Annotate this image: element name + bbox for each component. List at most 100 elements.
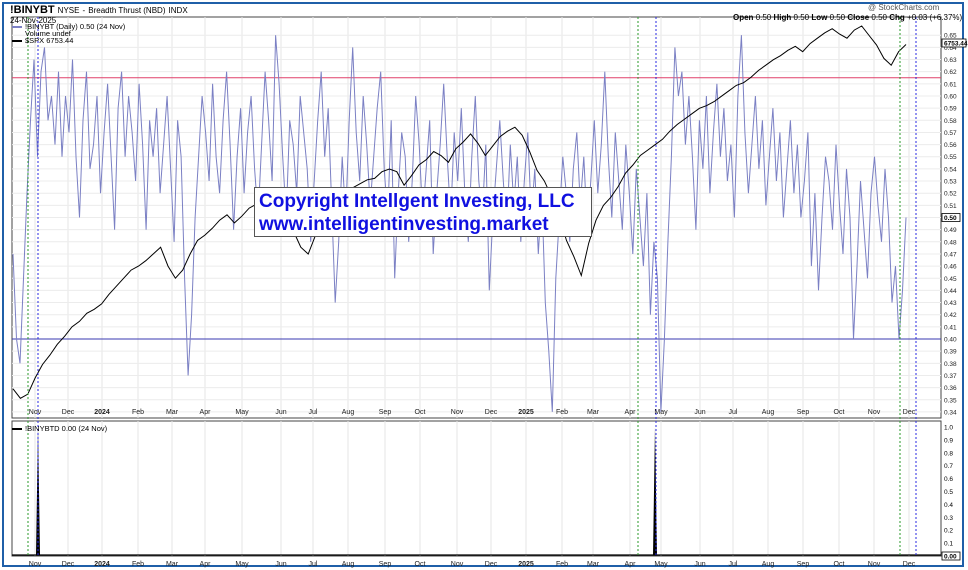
chart-title: !BINYBT NYSE - Breadth Thrust (NBD) INDX	[10, 4, 188, 16]
grid-lines	[12, 17, 941, 556]
y-tick-label: 0.47	[944, 251, 957, 258]
lower-legend-label: !BINYBTD 0.00 (24 Nov)	[25, 424, 108, 433]
x-tick-label: Jun	[694, 409, 705, 416]
high-label: High	[773, 13, 792, 22]
x-tick-label-lower: Sep	[379, 561, 392, 568]
x-tick-label: Apr	[200, 409, 212, 416]
x-tick-label-lower: Aug	[342, 561, 355, 568]
y-tick-label: 0.63	[944, 57, 957, 64]
y-tick-label: 0.38	[944, 361, 957, 368]
breadth-last-value: 0.50	[944, 215, 957, 222]
x-tick-label-lower: Jul	[729, 561, 738, 568]
y-tick-label: 0.41	[944, 324, 957, 331]
lower-y-tick-label: 0.00	[944, 554, 957, 561]
open-label: Open	[733, 13, 754, 22]
lower-y-tick-label: 0.8	[944, 450, 953, 457]
lower-y-tick-label: 0.4	[944, 502, 953, 509]
chart-exchange: NYSE	[57, 6, 80, 15]
y-tick-label: 0.36	[944, 385, 957, 392]
y-tick-label: 0.43	[944, 300, 957, 307]
y-tick-label: 0.42	[944, 312, 957, 319]
lower-y-tick-label: 0.7	[944, 463, 953, 470]
x-tick-label-lower: Sep	[797, 561, 810, 568]
tick-layer: Nov Nov Dec Dec 2024 2024 Feb Feb Mar Mar Apr Apr Ma…	[29, 33, 968, 568]
low-label: Low	[811, 13, 828, 22]
x-tick-label-lower: Aug	[762, 561, 775, 568]
chart-description: Breadth Thrust (NBD)	[88, 6, 166, 15]
legend-label-spx: $SPX 6753.44	[25, 36, 74, 45]
lower-legend-swatch	[12, 427, 22, 430]
x-tick-label-lower: Oct	[834, 561, 845, 568]
x-tick-label: May	[654, 409, 668, 416]
y-tick-label: 0.64	[944, 45, 957, 52]
legend-label-breadth: !BINYBT (Daily) 0.50 (24 Nov)	[25, 22, 126, 31]
x-tick-label: Nov	[868, 409, 881, 416]
close-value: 0.50	[871, 13, 887, 22]
y-tick-label: 0.53	[944, 179, 957, 186]
y-tick-label: 0.54	[944, 166, 957, 173]
chart-symbol: !BINYBT	[10, 4, 55, 16]
x-tick-label: Mar	[166, 409, 179, 416]
chg-label: Chg	[889, 13, 905, 22]
x-tick-label: Jul	[309, 409, 318, 416]
lower-last-value-box	[941, 551, 961, 561]
legend-label-volume: Volume undef	[25, 29, 71, 38]
y-tick-label: 0.37	[944, 373, 957, 380]
legend-series-breadth: !BINYBT (Daily) 0.50 (24 Nov)	[12, 22, 125, 31]
x-tick-label-lower: 2024	[94, 561, 110, 568]
x-tick-label: Jun	[275, 409, 286, 416]
x-tick-label: Nov	[451, 409, 464, 416]
lower-y-tick-label: 1.0	[944, 425, 953, 432]
x-tick-label-lower: Jun	[694, 561, 705, 568]
watermark-line-2: www.intelligentinvesting.market	[259, 214, 549, 235]
x-tick-label: May	[235, 409, 249, 416]
legend-swatch-spx	[12, 39, 22, 42]
open-value: 0.50	[755, 13, 772, 22]
lower-y-tick-label: 0.3	[944, 515, 953, 522]
y-tick-label: 0.65	[944, 33, 957, 40]
y-tick-label: 0.45	[944, 276, 957, 283]
series-layer	[12, 25, 941, 556]
x-tick-label-lower: Apr	[625, 561, 637, 568]
x-tick-label: Dec	[903, 409, 916, 416]
lower-y-tick-label: 0.9	[944, 437, 953, 444]
y-tick-label: 0.46	[944, 264, 957, 271]
y-tick-label: 0.52	[944, 191, 957, 198]
y-tick-label: 0.59	[944, 106, 957, 113]
close-label: Close	[847, 13, 870, 22]
x-tick-label: 2024	[94, 409, 110, 416]
x-tick-label: Apr	[625, 409, 637, 416]
chart-market: INDX	[168, 6, 188, 15]
y-tick-label: 0.48	[944, 239, 957, 246]
x-tick-label: Aug	[762, 409, 775, 416]
y-tick-label: 0.35	[944, 397, 957, 404]
y-tick-label: 0.55	[944, 154, 957, 161]
y-tick-label: 0.60	[944, 93, 957, 100]
x-tick-label-lower: Nov	[868, 561, 881, 568]
high-value: 0.50	[793, 13, 810, 22]
x-tick-label-lower: Nov	[451, 561, 464, 568]
y-tick-label: 0.57	[944, 130, 957, 137]
y-tick-label: 0.51	[944, 203, 957, 210]
x-tick-label: Sep	[797, 409, 810, 416]
y-tick-label: 0.62	[944, 69, 957, 76]
lower-legend: !BINYBTD 0.00 (24 Nov)	[12, 424, 107, 433]
x-tick-label: Mar	[587, 409, 600, 416]
x-tick-label: Oct	[834, 409, 845, 416]
y-tick-label: 0.39	[944, 349, 957, 356]
x-tick-label-lower: Jun	[275, 561, 286, 568]
x-tick-label-lower: 2025	[518, 561, 534, 568]
lower-y-tick-label: 0.5	[944, 489, 953, 496]
legend-series-spx: $SPX 6753.44	[12, 36, 73, 45]
legend-swatch-volume	[12, 33, 22, 35]
x-tick-label-lower: Nov	[29, 561, 42, 568]
x-tick-label-lower: Apr	[200, 561, 212, 568]
x-tick-label: 2025	[518, 409, 534, 416]
y-tick-label: 0.61	[944, 81, 957, 88]
x-tick-label-lower: Mar	[166, 561, 179, 568]
x-tick-label-lower: May	[654, 561, 668, 568]
watermark-line-1: Copyright Intellgent Investing, LLC	[259, 191, 575, 212]
marker-layer	[27, 17, 917, 556]
x-tick-label: Jul	[729, 409, 738, 416]
